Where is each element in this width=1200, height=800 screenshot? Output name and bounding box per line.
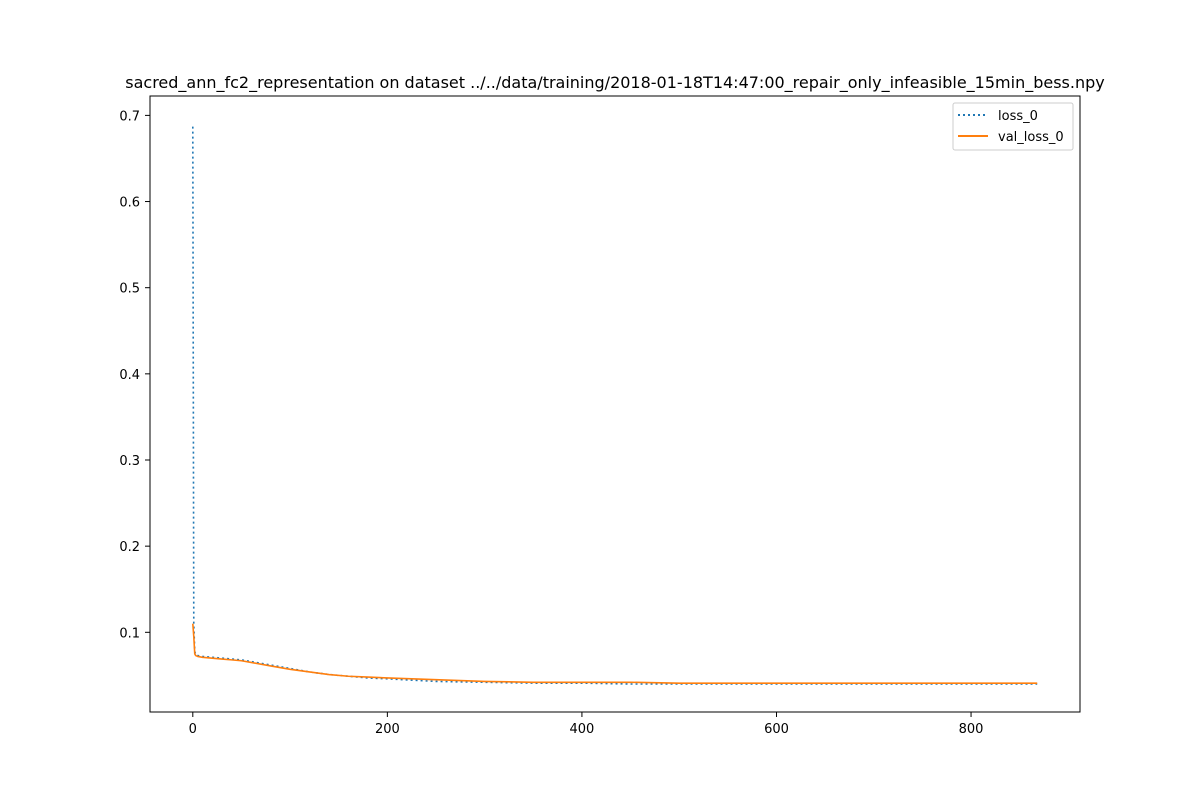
y-tick-label: 0.1 [119,626,140,641]
x-tick-label: 400 [570,722,595,737]
series-line-val-loss-0 [192,623,1038,684]
y-tick-label: 0.3 [119,454,140,469]
legend-label-loss-0: loss_0 [998,109,1038,124]
legend: loss_0 val_loss_0 [952,102,1074,151]
x-tick-label: 0 [189,722,197,737]
y-axis: 0.1 0.2 0.3 0.4 0.5 0.6 0.7 [119,109,150,641]
x-tick-label: 600 [764,722,789,737]
y-tick-label: 0.7 [119,109,140,124]
y-tick-label: 0.6 [119,196,140,211]
plot-area [149,95,1081,713]
y-tick-label: 0.4 [119,368,140,383]
y-tick-label: 0.5 [119,282,140,297]
x-tick-label: 200 [375,722,400,737]
series-lines [192,126,1038,685]
x-axis: 0 200 400 600 800 [189,712,984,737]
series-line-loss-0 [192,126,1038,685]
legend-label-val-loss-0: val_loss_0 [998,130,1064,145]
x-tick-label: 800 [959,722,984,737]
chart-title: sacred_ann_fc2_representation on dataset… [125,73,1104,93]
y-tick-label: 0.2 [119,540,140,555]
